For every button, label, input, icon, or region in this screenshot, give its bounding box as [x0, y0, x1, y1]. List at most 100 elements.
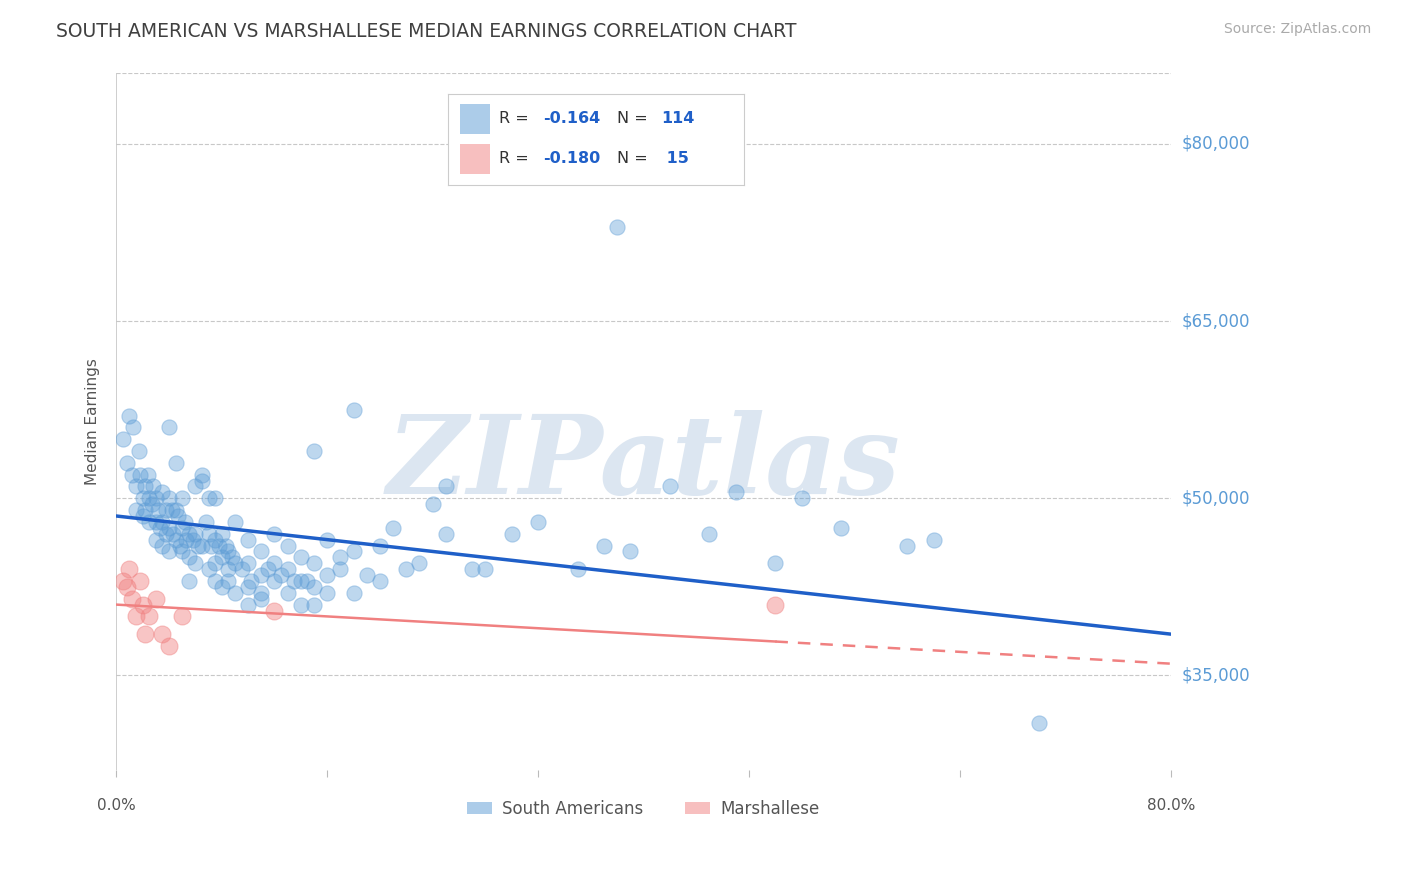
Point [501, 526, 523, 541]
Point [250, 544, 273, 558]
Point [184, 479, 207, 493]
Point [134, 479, 156, 493]
Point [250, 586, 273, 600]
Point [231, 562, 253, 576]
Point [224, 586, 246, 600]
Point [172, 609, 194, 624]
Point [422, 497, 444, 511]
Point [173, 515, 195, 529]
Point [194, 515, 217, 529]
Point [830, 521, 852, 535]
Point [157, 521, 180, 535]
Point [115, 580, 138, 594]
Point [157, 544, 180, 558]
Point [211, 526, 233, 541]
Point [165, 533, 187, 547]
Point [316, 533, 339, 547]
Point [155, 526, 177, 541]
Point [141, 497, 163, 511]
Point [129, 574, 152, 588]
Point [174, 533, 197, 547]
Point [215, 539, 238, 553]
Point [177, 526, 200, 541]
Point [118, 409, 141, 423]
Point [121, 591, 143, 606]
Point [790, 491, 813, 506]
Point [224, 556, 246, 570]
Point [297, 574, 319, 588]
Point [157, 420, 180, 434]
Point [155, 503, 177, 517]
Point [527, 515, 550, 529]
Point [277, 539, 299, 553]
Point [263, 526, 285, 541]
Point [204, 491, 226, 506]
Point [593, 539, 616, 553]
Point [204, 574, 226, 588]
Point [122, 420, 145, 434]
Point [125, 479, 148, 493]
Point [329, 562, 352, 576]
Point [408, 556, 430, 570]
Point [263, 574, 285, 588]
Point [134, 627, 156, 641]
Point [263, 556, 285, 570]
Point [316, 586, 339, 600]
Text: $80,000: $80,000 [1181, 135, 1250, 153]
Point [157, 491, 180, 506]
Point [181, 533, 204, 547]
Point [699, 526, 721, 541]
Point [763, 598, 786, 612]
Point [138, 609, 160, 624]
Text: $50,000: $50,000 [1181, 490, 1250, 508]
Point [142, 479, 165, 493]
Text: SOUTH AMERICAN VS MARSHALLESE MEDIAN EARNINGS CORRELATION CHART: SOUTH AMERICAN VS MARSHALLESE MEDIAN EAR… [56, 22, 797, 41]
Point [111, 574, 134, 588]
Point [329, 550, 352, 565]
Point [368, 539, 391, 553]
Point [619, 544, 641, 558]
Point [125, 503, 148, 517]
Point [342, 402, 364, 417]
Point [658, 479, 681, 493]
Point [290, 598, 312, 612]
Point [270, 568, 292, 582]
Point [177, 574, 200, 588]
Point [217, 544, 239, 558]
Point [149, 521, 172, 535]
Point [239, 574, 262, 588]
Point [191, 474, 214, 488]
Point [165, 456, 187, 470]
Point [217, 574, 239, 588]
Point [134, 503, 156, 517]
Point [724, 485, 747, 500]
Point [236, 598, 259, 612]
Point [316, 568, 339, 582]
Point [145, 591, 167, 606]
Point [128, 444, 150, 458]
Point [382, 521, 405, 535]
Point [160, 503, 183, 517]
Point [131, 491, 153, 506]
Point [606, 219, 628, 234]
Point [283, 574, 305, 588]
Point [302, 580, 325, 594]
Point [165, 503, 187, 517]
Point [129, 467, 152, 482]
Text: Source: ZipAtlas.com: Source: ZipAtlas.com [1223, 22, 1371, 37]
Point [177, 550, 200, 565]
Point [152, 485, 174, 500]
Point [208, 539, 231, 553]
Point [224, 515, 246, 529]
Point [131, 598, 153, 612]
Point [474, 562, 496, 576]
Text: $65,000: $65,000 [1181, 312, 1250, 330]
Point [277, 562, 299, 576]
Point [395, 562, 418, 576]
Point [368, 574, 391, 588]
Point [356, 568, 378, 582]
Point [145, 533, 167, 547]
Point [197, 562, 219, 576]
Point [204, 533, 226, 547]
Point [221, 550, 243, 565]
